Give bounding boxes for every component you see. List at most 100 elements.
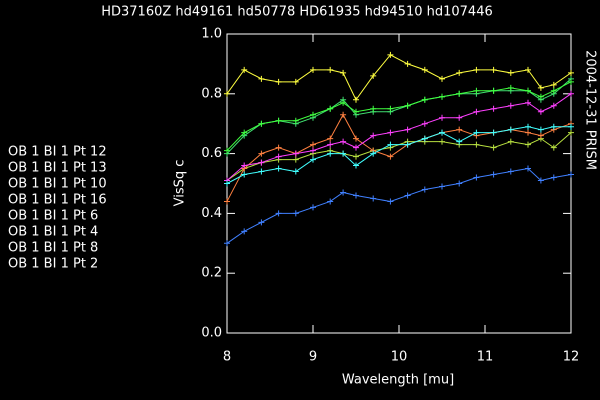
point-marker	[568, 69, 574, 76]
point-marker	[404, 60, 411, 67]
y-tick-label: 0.6	[201, 146, 222, 161]
point-marker	[370, 150, 377, 157]
point-marker	[327, 141, 334, 148]
legend-entry: OB 1 BI 1 Pt 2	[8, 257, 98, 272]
point-marker	[404, 126, 411, 133]
point-marker	[353, 144, 359, 151]
point-marker	[310, 204, 316, 211]
legend-entry: OB 1 BI 1 Pt 4	[8, 225, 98, 240]
point-marker	[340, 69, 347, 76]
point-marker	[370, 195, 377, 202]
x-tick-label: 8	[223, 350, 231, 365]
point-marker	[241, 66, 248, 73]
point-marker	[241, 129, 248, 136]
point-marker	[340, 138, 347, 145]
point-marker	[353, 162, 359, 169]
point-marker	[525, 141, 531, 148]
point-marker	[387, 153, 394, 160]
point-marker	[241, 162, 248, 169]
series-line	[226, 81, 572, 151]
point-marker	[507, 126, 514, 133]
point-marker	[275, 78, 282, 85]
point-marker	[292, 78, 299, 85]
point-marker	[387, 51, 394, 58]
legend-entry: OB 1 BI 1 Pt 8	[8, 241, 98, 256]
point-marker	[507, 102, 514, 109]
point-marker	[550, 87, 557, 94]
point-marker	[421, 186, 428, 193]
point-marker	[421, 135, 428, 142]
point-marker	[387, 129, 394, 136]
x-tick-label: 10	[391, 350, 408, 365]
point-marker	[275, 144, 282, 151]
point-marker	[507, 138, 514, 145]
point-marker	[258, 159, 265, 166]
point-marker	[537, 126, 544, 133]
point-marker	[525, 87, 531, 94]
point-marker	[387, 105, 394, 112]
series-line	[226, 126, 571, 184]
point-marker	[353, 108, 359, 115]
y-tick-label: 0.8	[201, 86, 222, 101]
point-marker	[507, 69, 514, 76]
point-marker	[439, 183, 445, 190]
point-marker	[439, 114, 445, 121]
legend-entry: OB 1 BI 1 Pt 13	[8, 161, 107, 176]
point-marker	[568, 171, 574, 178]
y-tick-label: 0.0	[201, 326, 222, 341]
point-marker	[292, 168, 299, 175]
point-marker	[473, 174, 480, 181]
point-marker	[370, 72, 377, 79]
point-marker	[473, 108, 480, 115]
point-marker	[568, 90, 574, 97]
point-marker	[340, 111, 347, 118]
point-marker	[224, 180, 230, 187]
x-axis-label: Wavelength [mu]	[342, 373, 454, 388]
point-marker	[310, 156, 316, 163]
point-marker	[550, 102, 557, 109]
point-marker	[292, 117, 299, 124]
point-marker	[258, 219, 265, 226]
point-marker	[456, 114, 463, 121]
point-marker	[525, 123, 531, 130]
series-line	[226, 54, 572, 101]
point-marker	[370, 105, 377, 112]
point-marker	[258, 120, 265, 127]
point-marker	[292, 150, 299, 157]
point-marker	[490, 171, 497, 178]
point-marker	[224, 240, 230, 247]
point-marker	[292, 210, 299, 217]
point-marker	[353, 192, 359, 199]
chart-title: HD37160Z hd49161 hd50778 HD61935 hd94510…	[101, 5, 493, 20]
legend-entry: OB 1 BI 1 Pt 12	[8, 145, 107, 160]
point-marker	[275, 210, 282, 217]
legend-entry: OB 1 BI 1 Pt 6	[8, 209, 98, 224]
point-marker	[258, 75, 265, 82]
point-marker	[490, 129, 497, 136]
x-tick-label: 12	[563, 350, 580, 365]
point-marker	[387, 198, 394, 205]
series-line	[226, 93, 572, 181]
point-marker	[327, 105, 334, 112]
point-marker	[550, 81, 557, 88]
point-marker	[310, 66, 316, 73]
point-marker	[310, 147, 316, 154]
point-marker	[550, 174, 557, 181]
point-marker	[473, 66, 480, 73]
point-marker	[241, 171, 248, 178]
point-marker	[525, 165, 531, 172]
point-marker	[537, 108, 544, 115]
point-marker	[537, 84, 544, 91]
series-line	[226, 113, 572, 202]
point-marker	[456, 90, 463, 97]
point-marker	[550, 123, 557, 130]
y-tick-label: 1.0	[201, 27, 222, 42]
point-marker	[387, 141, 394, 148]
point-marker	[327, 66, 334, 73]
point-marker	[490, 87, 497, 94]
point-marker	[439, 75, 445, 82]
point-marker	[568, 78, 574, 85]
point-marker	[439, 138, 445, 145]
x-tick-label: 11	[477, 350, 494, 365]
